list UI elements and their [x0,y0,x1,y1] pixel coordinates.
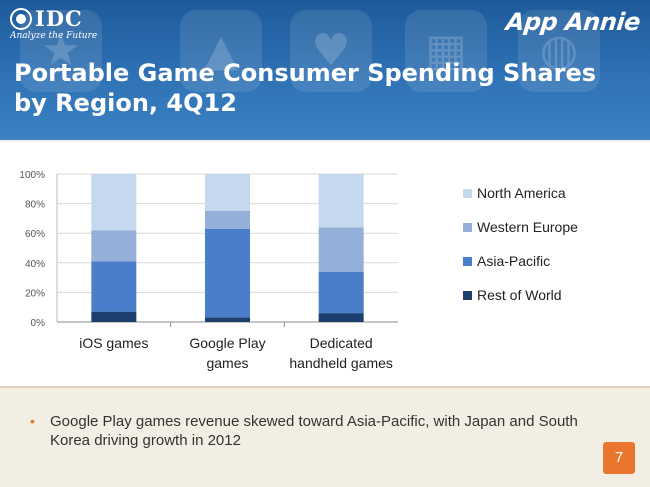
bar-segment [205,228,250,318]
y-tick-label: 20% [25,288,45,299]
chart-panel: 0% 20% 40% 60% 80% 100% iOS games Google Play ga… [0,142,650,386]
slide-title-line-2: by Region, 4Q12 [14,89,237,117]
arrow-up-icon: ▲ [180,10,262,92]
x-tick-label: games [206,355,248,371]
y-tick-label: 40% [25,259,45,270]
bar-segment [318,271,364,314]
bullet-point: • Google Play games revenue skewed towar… [30,412,590,450]
bar-segment [91,230,137,262]
header-banner: ★ ▲ ♥ ▦ ◍ IDC Analyze the Future App Ann… [0,0,650,140]
slide-title-line-1: Portable Game Consumer Spending Shares [14,59,597,87]
y-tick-label: 80% [25,200,45,211]
idc-logo-tagline: Analyze the Future [10,31,98,41]
bar-segment [205,174,250,211]
heart-icon: ♥ [290,10,372,92]
idc-logo: IDC Analyze the Future [10,6,97,41]
bar-segment [205,317,250,322]
x-tick-label: Google Play [189,335,265,351]
legend-label: North America [477,185,566,201]
legend-label: Western Europe [477,219,578,235]
legend-label: Rest of World [477,287,562,303]
y-tick-label: 100% [19,170,45,181]
bar-segment [91,174,137,231]
bar-segment [318,227,364,272]
bar-segment [91,261,137,312]
legend-swatch [463,291,472,300]
legend-swatch [463,257,472,266]
legend-swatch [463,189,472,198]
idc-logo-mark [10,7,32,30]
star-icon: ★ [20,10,102,92]
idc-logo-name: IDC [35,6,83,31]
y-tick-label: 60% [25,229,45,240]
legend-swatch [463,223,472,232]
x-tick-label: Dedicated [310,335,373,351]
app-annie-logo: App Annie [504,8,642,36]
globe-icon: ◍ [518,10,600,92]
bar-segment [318,174,364,228]
divider [0,386,650,388]
bullet-marker: • [30,413,35,429]
y-tick-label: 0% [31,318,46,329]
stacked-bar-chart: 0% 20% 40% 60% 80% 100% iOS games Google Play ga… [19,170,578,371]
page-number: 7 [603,442,635,474]
x-tick-label: handheld games [289,355,393,371]
bar-segment [205,211,250,229]
bullet-text: Google Play games revenue skewed toward … [50,413,578,449]
bar-segment [91,311,137,322]
legend-label: Asia-Pacific [477,253,550,269]
x-tick-label: iOS games [79,335,148,351]
bar-segment [318,313,364,322]
calendar-icon: ▦ [405,10,487,92]
slide-title: Portable Game Consumer Spending Shares b… [14,58,634,118]
